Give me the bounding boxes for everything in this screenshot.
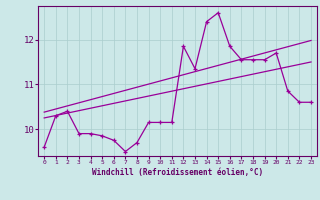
X-axis label: Windchill (Refroidissement éolien,°C): Windchill (Refroidissement éolien,°C) — [92, 168, 263, 177]
